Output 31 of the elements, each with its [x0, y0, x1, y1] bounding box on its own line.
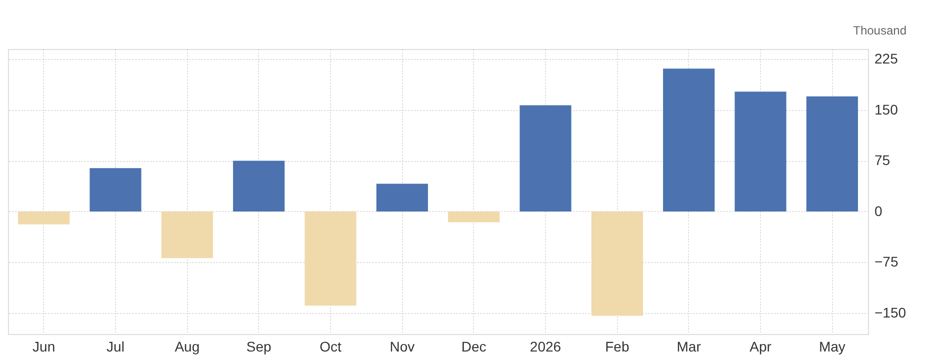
x-tick-label: Oct	[320, 338, 342, 354]
y-tick-label: 150	[874, 101, 898, 118]
x-tick-label: Nov	[390, 338, 415, 354]
y-tick-label: −75	[874, 254, 898, 270]
bar	[806, 96, 858, 212]
bar	[161, 211, 213, 258]
bar	[734, 92, 786, 212]
x-tick-label: 2026	[530, 338, 562, 354]
x-tick-label: May	[818, 338, 846, 354]
bar	[376, 184, 428, 212]
bar	[448, 211, 500, 222]
x-tick-label: Mar	[676, 338, 702, 354]
y-tick-label: 225	[874, 50, 898, 67]
bar	[18, 211, 70, 224]
bar	[591, 211, 643, 316]
y-tick-label: 75	[874, 152, 890, 168]
bar	[520, 105, 572, 212]
bar	[304, 211, 356, 306]
x-tick-label: Apr	[750, 338, 772, 354]
x-tick-label: Jul	[106, 338, 124, 354]
y-tick-label: −150	[874, 304, 906, 321]
y-axis-title: Thousand	[853, 24, 906, 38]
x-tick-label: Dec	[461, 338, 486, 354]
x-tick-label: Feb	[605, 338, 630, 354]
bar	[663, 68, 715, 212]
x-tick-label: Aug	[174, 338, 200, 354]
y-tick-label: 0	[874, 202, 882, 219]
x-tick-label: Jun	[32, 338, 56, 354]
bar	[90, 168, 142, 212]
bar	[233, 160, 285, 212]
x-tick-label: Sep	[246, 338, 272, 354]
